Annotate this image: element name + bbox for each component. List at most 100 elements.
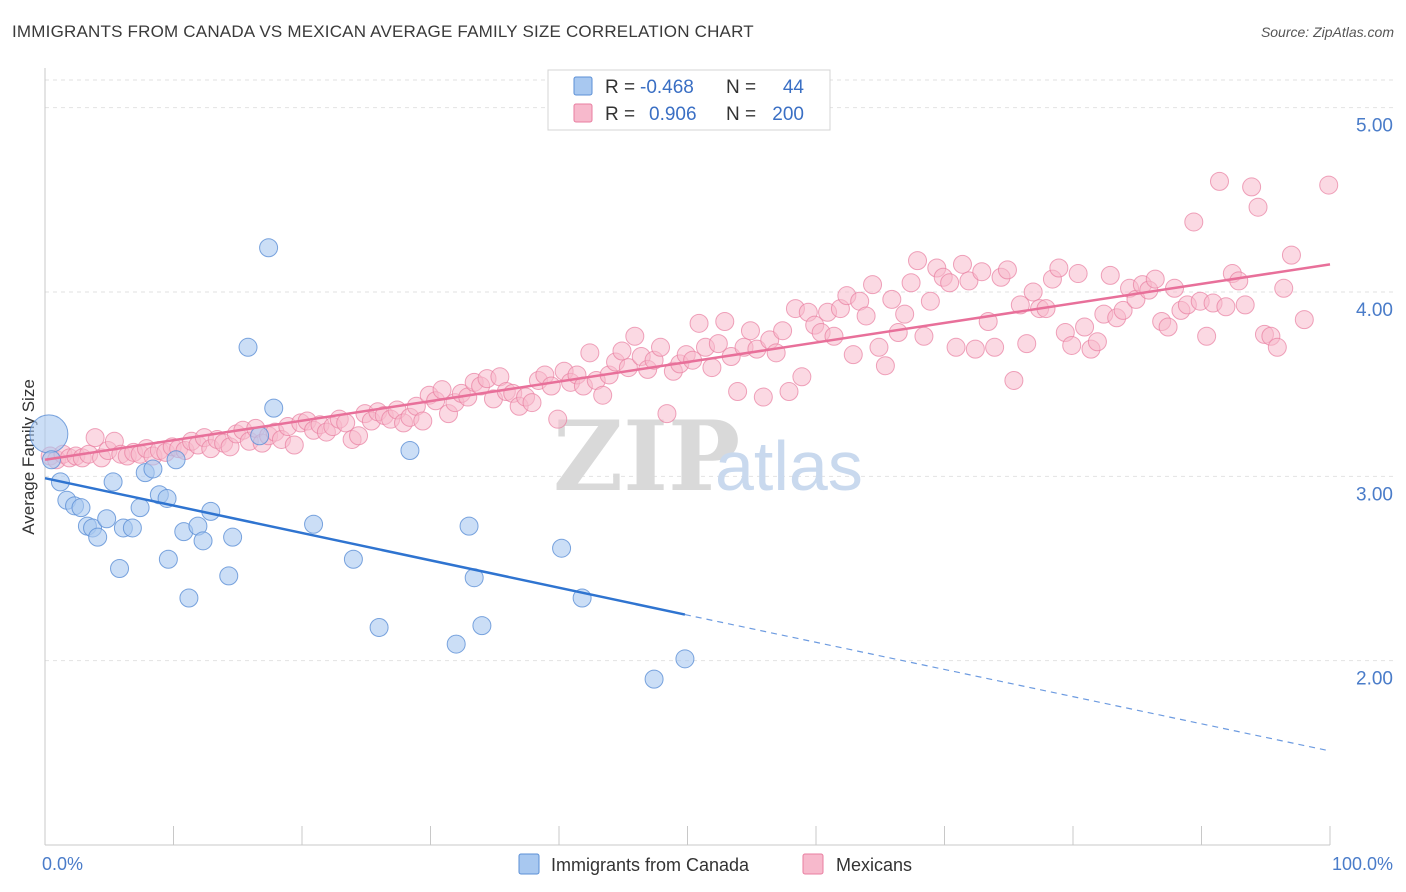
chart-title: IMMIGRANTS FROM CANADA VS MEXICAN AVERAG… [12,22,754,41]
mexicans-point-78 [541,376,561,396]
x-tick-label-1: 100.0% [1332,854,1393,874]
mexicans-point-182 [1209,171,1229,191]
mexicans-point-180 [1197,326,1217,346]
mexicans-point-107 [728,382,748,402]
canada-point-19 [158,549,178,569]
canada-point-35 [400,441,420,461]
mexicans-point-127 [856,306,876,326]
mexicans-point-191 [1267,337,1287,357]
mexicans-point-151 [1010,295,1030,315]
mexicans-point-163 [1087,332,1107,352]
mexicans-point-133 [895,304,915,324]
mexicans-point-186 [1235,295,1255,315]
canada-point-26 [219,566,239,586]
mexicans-point-130 [875,356,895,376]
legend-n-value-canada: 44 [783,77,805,98]
mexicans-point-111 [753,387,773,407]
series-mexicans [40,171,1339,470]
mexicans-point-165 [1100,265,1120,285]
mexicans-point-79 [548,409,568,429]
canada-point-39 [472,616,492,636]
bottom-legend-swatch-mexicans [802,853,824,875]
mexicans-point-101 [689,313,709,333]
mexicans-point-195 [1319,175,1339,195]
canada-point-42 [644,669,664,689]
mexicans-point-137 [920,291,940,311]
mexicans-point-96 [657,404,677,424]
mexicans-point-58 [413,411,433,431]
legend-r-label-canada: R = [605,77,635,98]
mexicans-point-104 [708,334,728,354]
canada-point-28 [238,337,258,357]
mexicans-point-109 [740,321,760,341]
canada-point-13 [122,518,142,538]
watermark-zip: ZIP [553,400,740,513]
canada-point-5 [71,498,91,518]
y-tick-labels: 2.00 3.00 4.00 5.00 [1356,116,1393,690]
mexicans-point-117 [792,367,812,387]
mexicans-point-125 [843,345,863,365]
mexicans-point-89 [612,341,632,361]
y-tick-label-2: 4.00 [1356,300,1393,321]
canada-point-32 [304,514,324,534]
mexicans-point-95 [651,337,671,357]
trend-lines [44,263,1331,752]
canada-point-20 [166,450,186,470]
mexicans-point-105 [715,311,735,331]
bottom-legend-label-mexicans: Mexicans [836,855,912,875]
mexicans-point-48 [349,426,369,446]
mexicans-point-103 [702,358,722,378]
mexicans-point-183 [1216,297,1236,317]
canada-point-36 [446,634,466,654]
legend-n-label-mexicans: N = [726,104,756,125]
canada-point-22 [179,588,199,608]
legend-swatch-mexicans [573,103,593,123]
bottom-legend-swatch-canada [518,853,540,875]
canada-point-31 [264,398,284,418]
legend-n-value-mexicans: 200 [772,104,804,125]
y-tick-label-3: 5.00 [1356,116,1393,137]
canada-point-8 [88,527,108,547]
y-tick-label-0: 2.00 [1356,669,1393,690]
watermark-atlas: atlas [715,427,863,505]
mexicans-point-149 [997,260,1017,280]
trend-line-canada-extension [684,613,1331,752]
mexicans-point-153 [1023,282,1043,302]
bottom-legend-label-canada: Immigrants from Canada [551,855,750,875]
mexicans-point-75 [522,393,542,413]
legend-box: R = -0.468 N = 44 R = 0.906 N = 200 [547,69,831,131]
mexicans-point-140 [940,273,960,293]
canada-point-37 [459,516,479,536]
mexicans-point-193 [1281,245,1301,265]
mexicans-point-194 [1294,310,1314,330]
mexicans-point-157 [1049,258,1069,278]
mexicans-point-144 [965,339,985,359]
bottom-legend: Immigrants from Canada Mexicans [518,853,912,875]
mexicans-point-188 [1248,197,1268,217]
canada-point-16 [143,459,163,479]
mexicans-point-161 [1075,317,1095,337]
canada-point-10 [103,472,123,492]
mexicans-point-178 [1184,212,1204,232]
mexicans-point-147 [985,337,1005,357]
mexicans-point-185 [1229,271,1249,291]
legend-n-label-canada: N = [726,77,756,98]
mexicans-point-187 [1242,177,1262,197]
legend-r-value-canada: -0.468 [640,77,694,98]
y-axis-label: Average Family Size [19,379,38,535]
canada-point-9 [97,509,117,529]
mexicans-point-141 [946,337,966,357]
mexicans-point-132 [888,323,908,343]
canada-point-14 [130,498,150,518]
mexicans-point-136 [914,326,934,346]
mexicans-point-134 [901,273,921,293]
x-tick-label-0: 0.0% [42,854,83,874]
mexicans-point-143 [959,271,979,291]
canada-point-11 [110,558,130,578]
canada-point-27 [223,527,243,547]
mexicans-point-7 [85,428,105,448]
source-label: Source: ZipAtlas.com [1260,24,1394,40]
mexicans-point-86 [593,385,613,405]
mexicans-point-174 [1158,317,1178,337]
